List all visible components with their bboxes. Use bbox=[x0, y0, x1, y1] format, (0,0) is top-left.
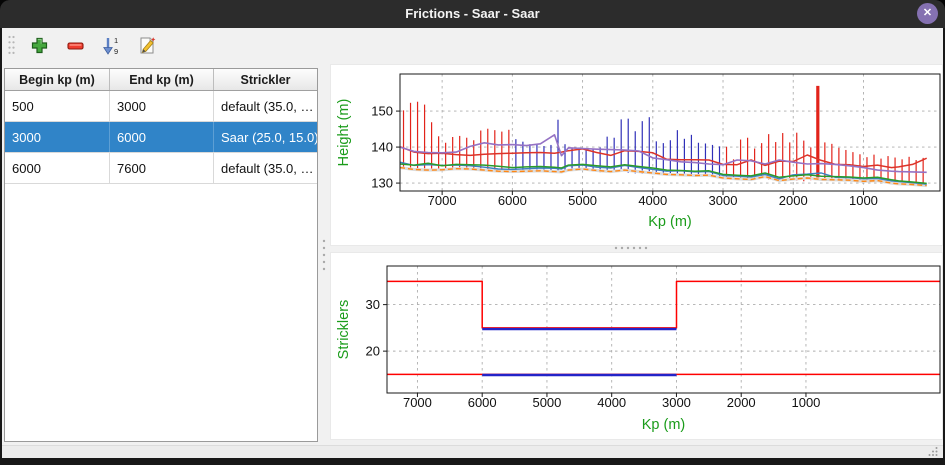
svg-text:7000: 7000 bbox=[403, 395, 432, 410]
remove-row-button[interactable] bbox=[63, 33, 88, 58]
table-body: 500 3000 default (35.0, … 3000 6000 Saar (25.… bbox=[5, 91, 317, 184]
table-header: Begin kp (m) End kp (m) Strickler bbox=[5, 69, 317, 91]
svg-text:7000: 7000 bbox=[428, 193, 457, 208]
svg-text:4000: 4000 bbox=[597, 395, 626, 410]
header-cell-begin-kp[interactable]: Begin kp (m) bbox=[5, 69, 110, 90]
window-title: Frictions - Saar - Saar bbox=[405, 6, 540, 21]
table-row[interactable]: 6000 7600 default (35.0, … bbox=[5, 153, 317, 184]
edit-row-button[interactable] bbox=[135, 33, 160, 58]
svg-text:150: 150 bbox=[371, 104, 393, 119]
svg-text:1000: 1000 bbox=[791, 395, 820, 410]
resize-grip[interactable] bbox=[927, 446, 939, 457]
sort-numeric-icon: 1 9 bbox=[103, 36, 118, 56]
charts-splitter[interactable] bbox=[612, 245, 652, 251]
svg-text:2000: 2000 bbox=[779, 193, 808, 208]
stricklers-chart-panel: 7000 6000 5000 4000 3000 2000 1000 20 30 Kp (m) St… bbox=[330, 252, 943, 440]
table-cell: default (35.0, … bbox=[221, 160, 314, 176]
svg-text:5000: 5000 bbox=[568, 193, 597, 208]
height-chart-panel: 7000 6000 5000 4000 3000 2000 1000 130 140 150 Kp … bbox=[330, 64, 943, 246]
table-cell: 6000 bbox=[5, 153, 110, 183]
svg-text:3000: 3000 bbox=[662, 395, 691, 410]
table-cell: 6000 bbox=[110, 122, 214, 152]
svg-text:1000: 1000 bbox=[849, 193, 878, 208]
frictions-table: Begin kp (m) End kp (m) Strickler 500 300… bbox=[4, 68, 318, 442]
table-row[interactable]: 500 3000 default (35.0, … bbox=[5, 91, 317, 122]
svg-text:5000: 5000 bbox=[532, 395, 561, 410]
svg-text:Stricklers: Stricklers bbox=[336, 300, 352, 360]
table-cell: 3000 bbox=[5, 122, 110, 152]
window-body: 1 9 Begin kp (m) End kp (m) Strickler bbox=[2, 28, 943, 458]
svg-text:Kp (m): Kp (m) bbox=[648, 214, 692, 230]
svg-text:140: 140 bbox=[371, 140, 393, 155]
table-cell: Saar (25.0, 15.0) bbox=[221, 129, 317, 145]
svg-text:4000: 4000 bbox=[638, 193, 667, 208]
svg-text:1: 1 bbox=[114, 36, 118, 45]
height-chart: 7000 6000 5000 4000 3000 2000 1000 130 140 150 Kp … bbox=[336, 73, 941, 230]
table-cell: 3000 bbox=[110, 91, 214, 121]
add-row-button[interactable] bbox=[27, 33, 52, 58]
table-cell: 7600 bbox=[110, 153, 214, 183]
svg-text:9: 9 bbox=[114, 47, 118, 56]
close-button[interactable]: ✕ bbox=[917, 3, 938, 24]
svg-text:30: 30 bbox=[366, 297, 380, 312]
close-icon: ✕ bbox=[922, 7, 933, 19]
header-cell-end-kp[interactable]: End kp (m) bbox=[110, 69, 214, 90]
table-row[interactable]: 3000 6000 Saar (25.0, 15.0) bbox=[5, 122, 317, 153]
plus-icon bbox=[31, 37, 48, 53]
svg-text:6000: 6000 bbox=[468, 395, 497, 410]
sort-rows-button[interactable]: 1 9 bbox=[99, 33, 124, 58]
table-cell: 500 bbox=[5, 91, 110, 121]
table-cell: default (35.0, … bbox=[221, 98, 314, 114]
edit-pencil-icon bbox=[140, 36, 156, 53]
header-cell-strickler[interactable]: Strickler bbox=[240, 72, 291, 87]
titlebar[interactable]: Frictions - Saar - Saar ✕ bbox=[0, 0, 945, 28]
svg-text:Height (m): Height (m) bbox=[336, 99, 352, 167]
svg-text:130: 130 bbox=[371, 176, 393, 191]
status-bar bbox=[2, 445, 943, 458]
table-chart-splitter[interactable] bbox=[319, 237, 329, 273]
svg-text:6000: 6000 bbox=[498, 193, 527, 208]
svg-text:Kp (m): Kp (m) bbox=[642, 417, 686, 433]
svg-text:2000: 2000 bbox=[727, 395, 756, 410]
svg-text:20: 20 bbox=[366, 344, 380, 359]
toolbar-drag-handle[interactable] bbox=[7, 34, 16, 56]
stricklers-chart: 7000 6000 5000 4000 3000 2000 1000 20 30 Kp (m) St… bbox=[336, 265, 941, 433]
minus-icon bbox=[67, 41, 84, 50]
toolbar: 1 9 bbox=[2, 28, 943, 62]
svg-text:3000: 3000 bbox=[709, 193, 738, 208]
